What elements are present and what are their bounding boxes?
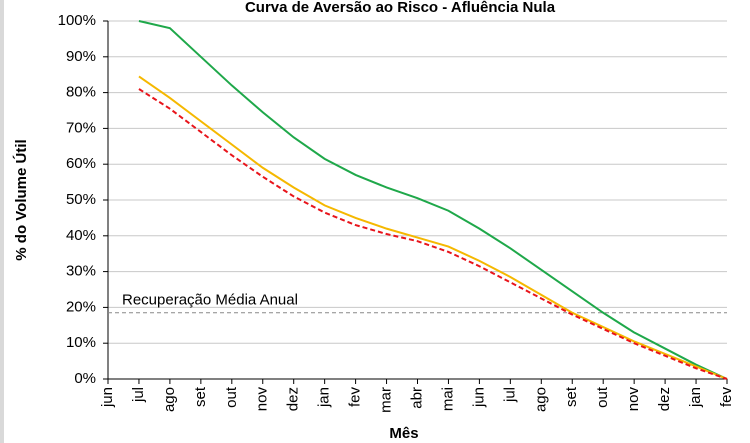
x-tick-label: jan	[316, 387, 333, 408]
x-tick-label: jan	[687, 387, 704, 408]
x-tick-label: ago	[532, 387, 549, 412]
x-tick-label: set	[563, 386, 580, 407]
y-tick-label: 20%	[66, 298, 96, 315]
series-line	[138, 75, 728, 380]
x-tick-label: fev	[718, 387, 735, 408]
series-line	[138, 88, 728, 380]
x-tick-label: fev	[347, 387, 364, 408]
series-line	[138, 20, 728, 380]
x-tick-label: dez	[285, 387, 302, 411]
x-axis-label: Mês	[389, 425, 418, 442]
x-tick-label: jul	[130, 387, 147, 403]
y-tick-label: 30%	[66, 263, 96, 280]
x-tick-label: mai	[439, 387, 456, 411]
reference-label: Recuperação Média Anual	[122, 292, 298, 309]
y-axis-label: % do Volume Útil	[12, 139, 30, 260]
x-tick-label: jul	[501, 387, 518, 403]
y-tick-label: 90%	[66, 48, 96, 65]
x-tick-label: jun	[470, 387, 487, 408]
y-tick-label: 10%	[66, 334, 96, 351]
y-tick-label: 70%	[66, 119, 96, 136]
y-tick-label: 100%	[58, 12, 96, 29]
x-tick-label: set	[192, 386, 209, 407]
x-tick-label: out	[223, 386, 240, 408]
left-edge	[0, 0, 4, 443]
x-tick-label: dez	[656, 387, 673, 411]
y-tick-label: 0%	[74, 370, 96, 387]
y-tick-label: 80%	[66, 84, 96, 101]
x-tick-label: nov	[625, 387, 642, 412]
y-tick-label: 50%	[66, 191, 96, 208]
x-tick-label: mar	[378, 387, 395, 413]
chart-title: Curva de Aversão ao Risco - Afluência Nu…	[245, 0, 556, 16]
x-tick-label: out	[594, 386, 611, 408]
x-tick-label: nov	[254, 387, 271, 412]
x-tick-label: ago	[161, 387, 178, 412]
y-tick-label: 60%	[66, 155, 96, 172]
y-tick-label: 40%	[66, 227, 96, 244]
x-tick-label: abr	[408, 387, 425, 409]
x-tick-label: jun	[99, 387, 116, 408]
